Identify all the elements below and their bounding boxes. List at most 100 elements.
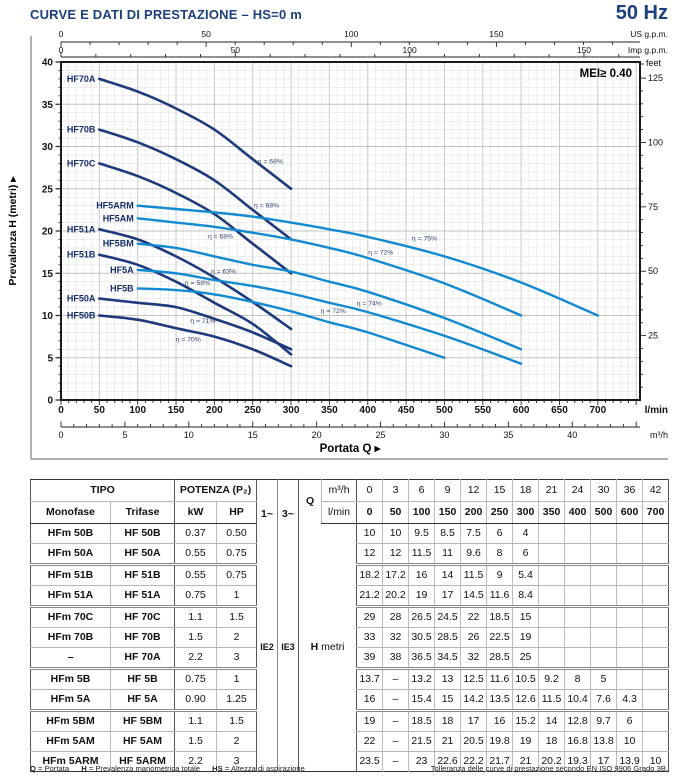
cell-h-value: [642, 710, 669, 732]
header-m3h-value: 21: [538, 479, 565, 502]
cell-h-value: 34.5: [434, 647, 461, 670]
cell-h-value: 19: [512, 731, 539, 752]
cell-h-value: [616, 543, 643, 566]
cell-h-value: [616, 668, 643, 690]
cell-h-value: 10: [356, 523, 383, 544]
cell-h-value: 14: [434, 564, 461, 586]
cell-h-value: 33: [356, 627, 383, 648]
cell-trifase: HF 5BM: [109, 710, 175, 732]
cell-h-value: 21: [434, 731, 461, 752]
curve-label-HF50B: HF50B: [67, 311, 96, 321]
cell-h-value: 18.5: [408, 710, 435, 732]
us-tick-label: 50: [201, 29, 211, 39]
curve-HF5ARM: [136, 204, 599, 317]
table-row: HFm 5B HF 5B 0.75 1 13.7–13.2 13 12.5 11.6 10.5 9…: [30, 668, 669, 690]
header-monofase: Monofase: [30, 501, 111, 524]
cell-h-value: 20.2: [538, 751, 565, 772]
cell-kw: 0.75: [174, 668, 217, 690]
cell-h-value: [590, 543, 617, 566]
m3h-tick-label: 15: [248, 430, 258, 440]
cell-h-value: 38: [382, 647, 409, 670]
curve-label-HF5AM: HF5AM: [103, 213, 134, 223]
table-row: HFm 5AM HF 5AM 1.5 2 22–21.5 21 20.5 19.8 19 18 16…: [30, 731, 669, 752]
cell-h-value: 8.4: [512, 585, 539, 608]
us-tick-label: 100: [344, 29, 358, 39]
cell-h-value: 20.5: [460, 731, 487, 752]
header-m3h-value: 0: [356, 479, 383, 502]
header-m3h-value: 15: [486, 479, 513, 502]
cell-h-value: 15: [512, 606, 539, 628]
cell-h-value: 10.5: [512, 668, 539, 690]
curve-HF5BM: [136, 242, 523, 351]
cell-trifase: HF 51B: [109, 564, 175, 586]
header-m3h-value: 6: [408, 479, 435, 502]
merged-ie2: IE2: [256, 523, 278, 772]
performance-chart: 0 50 100 150 US g.p.m.0 50 100 150 Imp g.p.m.051…: [7, 29, 668, 460]
cell-h-value: 5.4: [512, 564, 539, 586]
lmin-tick-label: 0: [58, 405, 64, 416]
cell-trifase: HF 70A: [109, 647, 175, 670]
efficiency-label: η = 75%: [412, 235, 437, 242]
y-tick-label: 25: [42, 184, 54, 195]
cell-h-value: 13.7: [356, 668, 383, 690]
cell-h-value: 17: [590, 751, 617, 772]
cell-trifase: HF 5A: [109, 689, 175, 712]
table-row: HFm 70B HF 70B 1.5 2 33 32 30.5 28.5 26 22.5 19: [30, 627, 669, 648]
cell-h-value: 22.6: [434, 751, 461, 772]
cell-h-value: 21.2: [356, 585, 383, 608]
header-lmin-value: 50: [382, 501, 409, 524]
cell-h-value: [642, 647, 669, 670]
cell-h-value: [642, 731, 669, 752]
m3h-tick-label: 20: [312, 430, 322, 440]
table-row: HFm 51B HF 51B 0.55 0.75 18.2 17.2 16 14 11.5 9 5.…: [30, 564, 669, 586]
cell-h-value: 20.2: [382, 585, 409, 608]
header-lmin-value: 250: [486, 501, 513, 524]
cell-h-value: 23.5: [356, 751, 383, 772]
header-potenza: POTENZA (P₂): [174, 479, 257, 502]
efficiency-label: η = 58%: [185, 280, 210, 287]
curve-HF70A: [98, 77, 293, 191]
cell-h-value: 32: [382, 627, 409, 648]
cell-monofase: HFm 70C: [30, 606, 111, 628]
cell-h-value: [538, 523, 565, 544]
cell-h-value: 10: [616, 731, 643, 752]
efficiency-label: η = 71%: [190, 318, 215, 325]
cell-h-value: 18: [538, 731, 565, 752]
cell-h-value: 22: [460, 606, 487, 628]
cell-h-value: 11.6: [486, 668, 513, 690]
cell-h-value: 14.2: [460, 689, 487, 712]
lmin-tick-label: 50: [94, 405, 106, 416]
curve-HF5AM: [136, 217, 523, 317]
cell-h-value: 19.8: [486, 731, 513, 752]
curve-HF50B: [98, 314, 293, 368]
efficiency-label: η = 70%: [176, 337, 201, 344]
cell-h-value: 16: [408, 564, 435, 586]
cell-h-value: 7.6: [590, 689, 617, 712]
header-unit-lmin: l/min: [321, 501, 357, 524]
cell-h-value: 32: [460, 647, 487, 670]
feet-tick-label: 100: [648, 137, 663, 147]
feet-tick-label: 125: [648, 73, 663, 83]
cell-h-value: [538, 585, 565, 608]
header-m3h-value: 3: [382, 479, 409, 502]
header-unit-m3h: m³/h: [321, 479, 357, 502]
cell-kw: 1.1: [174, 710, 217, 732]
cell-h-value: 24.5: [434, 606, 461, 628]
cell-h-value: 12.5: [460, 668, 487, 690]
imp-tick-label: 100: [403, 45, 417, 55]
cell-h-value: 8: [486, 543, 513, 566]
table-row: – HF 70A 2.2 3 39 38 36.5 34.5 32 28.5 25: [30, 647, 669, 670]
cell-h-value: [564, 564, 591, 586]
cell-h-value: 22.5: [486, 627, 513, 648]
cell-monofase: HFm 51A: [30, 585, 111, 608]
m3h-tick-label: 10: [184, 430, 194, 440]
cell-h-value: 16.8: [564, 731, 591, 752]
cell-kw: 1.5: [174, 627, 217, 648]
cell-h-value: [564, 543, 591, 566]
y-tick-label: 30: [42, 142, 54, 153]
cell-h-value: –: [382, 668, 409, 690]
feet-axis-unit: feet: [646, 58, 662, 68]
imp-tick-label: 50: [231, 45, 241, 55]
